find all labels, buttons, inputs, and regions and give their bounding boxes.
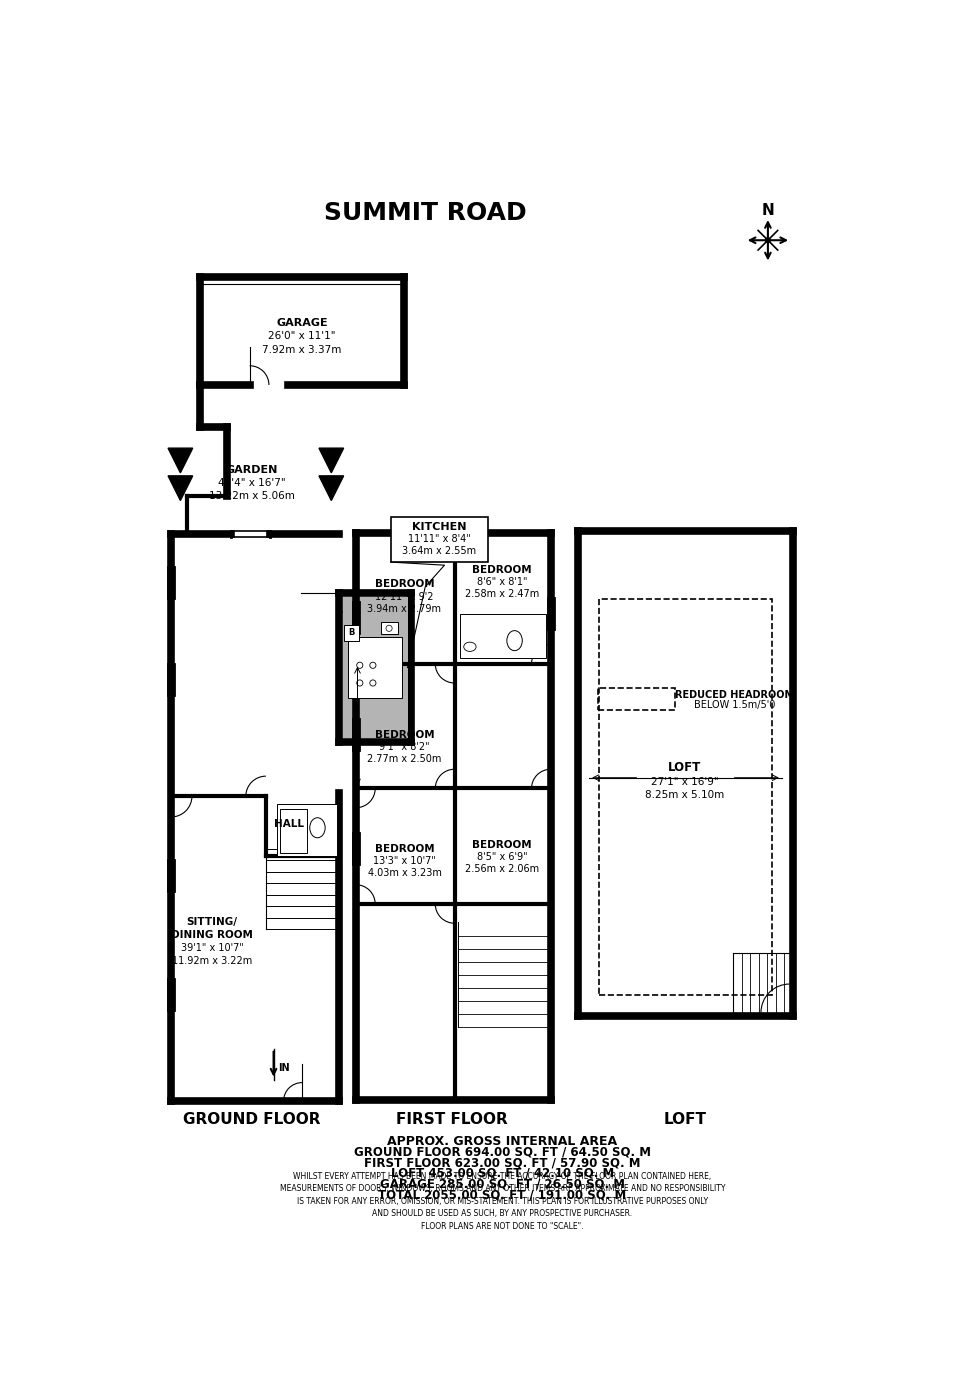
Text: TOTAL 2055.00 SQ. FT / 191.00 SQ. M: TOTAL 2055.00 SQ. FT / 191.00 SQ. M: [378, 1189, 626, 1202]
Text: 8'6" x 8'1": 8'6" x 8'1": [477, 577, 527, 588]
Text: KITCHEN: KITCHEN: [412, 523, 466, 532]
Text: GARDEN: GARDEN: [225, 464, 278, 474]
Text: 11'11" x 8'4": 11'11" x 8'4": [408, 534, 470, 543]
Text: 11.92m x 3.22m: 11.92m x 3.22m: [172, 956, 252, 966]
Text: 27'1" x 16'9": 27'1" x 16'9": [651, 776, 718, 786]
Bar: [600, 599, 772, 995]
Polygon shape: [169, 475, 193, 500]
Text: BEDROOM: BEDROOM: [374, 844, 434, 854]
Text: 2.58m x 2.47m: 2.58m x 2.47m: [466, 589, 539, 599]
Text: 39'1" x 10'7": 39'1" x 10'7": [180, 942, 243, 952]
Ellipse shape: [310, 818, 325, 837]
Text: BEDROOM: BEDROOM: [472, 565, 532, 575]
Text: FIRST FLOOR: FIRST FLOOR: [396, 1112, 508, 1127]
Text: BEDROOM: BEDROOM: [374, 579, 434, 589]
Text: SITTING/: SITTING/: [186, 916, 237, 927]
Text: GROUND FLOOR: GROUND FLOOR: [183, 1112, 320, 1127]
Bar: [598, 689, 674, 710]
Circle shape: [765, 238, 770, 243]
Text: 2.56m x 2.06m: 2.56m x 2.06m: [466, 865, 539, 875]
Text: FIRST FLOOR 623.00 SQ. FT / 57.90 SQ. M: FIRST FLOOR 623.00 SQ. FT / 57.90 SQ. M: [364, 1156, 641, 1170]
Bar: [343, 597, 408, 739]
Text: 7.92m x 3.37m: 7.92m x 3.37m: [263, 345, 342, 355]
Text: GARAGE: GARAGE: [276, 317, 328, 327]
Text: B: B: [348, 628, 355, 638]
Text: N: N: [761, 204, 774, 219]
Text: REDUCED HEADROOM: REDUCED HEADROOM: [675, 690, 795, 700]
Text: 8.25m x 5.10m: 8.25m x 5.10m: [645, 790, 724, 800]
Text: 9'1" x 8'2": 9'1" x 8'2": [379, 742, 430, 751]
Text: 2.77m x 2.50m: 2.77m x 2.50m: [368, 754, 442, 764]
Text: GARAGE 285.00 SQ. FT / 26.50 SQ. M: GARAGE 285.00 SQ. FT / 26.50 SQ. M: [380, 1178, 625, 1191]
Polygon shape: [319, 448, 344, 473]
Ellipse shape: [507, 631, 522, 650]
Text: LOFT: LOFT: [664, 1112, 707, 1127]
Bar: [344, 625, 359, 640]
Text: SUMMIT ROAD: SUMMIT ROAD: [324, 201, 526, 226]
Bar: [280, 808, 307, 854]
Text: 26'0" x 11'1": 26'0" x 11'1": [269, 331, 336, 341]
Text: LOFT 453.00 SQ. FT / 42.10 SQ. M: LOFT 453.00 SQ. FT / 42.10 SQ. M: [391, 1167, 613, 1179]
Text: 13.22m x 5.06m: 13.22m x 5.06m: [209, 491, 295, 500]
Text: DINING ROOM: DINING ROOM: [172, 930, 253, 940]
Polygon shape: [319, 475, 344, 500]
Bar: [380, 622, 398, 635]
Text: 12'11" x 9'2: 12'11" x 9'2: [375, 592, 434, 602]
Text: 4.03m x 3.23m: 4.03m x 3.23m: [368, 868, 441, 879]
Ellipse shape: [464, 642, 476, 651]
Bar: [276, 804, 337, 857]
Bar: [460, 614, 546, 657]
Text: BEDROOM: BEDROOM: [472, 840, 532, 850]
Polygon shape: [169, 448, 193, 473]
Text: WHILST EVERY ATTEMPT HAS BEEN MADE TO ENSURE THE ACCURACY OF THE FLOOR PLAN CONT: WHILST EVERY ATTEMPT HAS BEEN MADE TO EN…: [279, 1171, 725, 1231]
Text: 43'4" x 16'7": 43'4" x 16'7": [219, 478, 286, 488]
Text: 13'3" x 10'7": 13'3" x 10'7": [373, 857, 436, 866]
Text: HALL: HALL: [274, 819, 304, 829]
Bar: [391, 517, 488, 563]
Text: 3.94m x 2.79m: 3.94m x 2.79m: [368, 604, 441, 614]
Text: IN: IN: [278, 1063, 290, 1073]
Text: LOFT: LOFT: [668, 761, 702, 775]
Text: GROUND FLOOR 694.00 SQ. FT / 64.50 SQ. M: GROUND FLOOR 694.00 SQ. FT / 64.50 SQ. M: [354, 1145, 651, 1159]
Text: 8'5" x 6'9": 8'5" x 6'9": [477, 852, 527, 862]
Text: BELOW 1.5m/5'0: BELOW 1.5m/5'0: [694, 700, 775, 710]
Text: 3.64m x 2.55m: 3.64m x 2.55m: [402, 546, 476, 556]
Bar: [348, 636, 402, 699]
Text: BEDROOM: BEDROOM: [374, 729, 434, 740]
Text: APPROX. GROSS INTERNAL AREA: APPROX. GROSS INTERNAL AREA: [387, 1135, 617, 1148]
